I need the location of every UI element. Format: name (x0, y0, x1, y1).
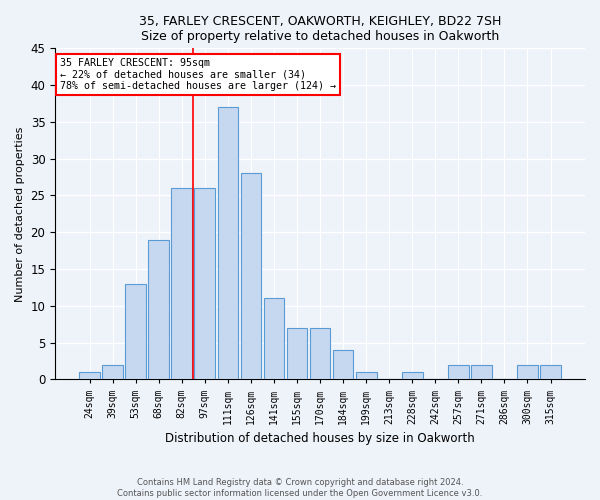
Bar (218, 107, 238, 380)
Bar (102, 364, 123, 380)
X-axis label: Distribution of detached houses by size in Oakworth: Distribution of detached houses by size … (165, 432, 475, 445)
Bar (194, 188, 215, 380)
Bar (172, 188, 192, 380)
Bar (148, 240, 169, 380)
Text: Contains HM Land Registry data © Crown copyright and database right 2024.
Contai: Contains HM Land Registry data © Crown c… (118, 478, 482, 498)
Bar (310, 328, 331, 380)
Bar (287, 328, 307, 380)
Bar (125, 284, 146, 380)
Bar (540, 364, 561, 380)
Text: 35 FARLEY CRESCENT: 95sqm
← 22% of detached houses are smaller (34)
78% of semi-: 35 FARLEY CRESCENT: 95sqm ← 22% of detac… (61, 58, 337, 92)
Bar (448, 364, 469, 380)
Bar (333, 350, 353, 380)
Bar (263, 298, 284, 380)
Bar (471, 364, 492, 380)
Bar (402, 372, 422, 380)
Bar (241, 174, 262, 380)
Bar (356, 372, 377, 380)
Y-axis label: Number of detached properties: Number of detached properties (15, 126, 25, 302)
Bar (79, 372, 100, 380)
Title: 35, FARLEY CRESCENT, OAKWORTH, KEIGHLEY, BD22 7SH
Size of property relative to d: 35, FARLEY CRESCENT, OAKWORTH, KEIGHLEY,… (139, 15, 501, 43)
Bar (517, 364, 538, 380)
